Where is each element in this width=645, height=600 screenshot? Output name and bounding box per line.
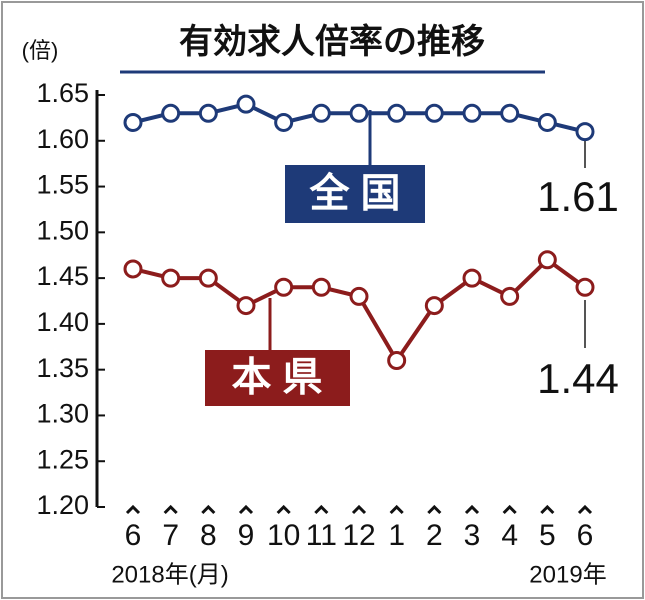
y-tick-label: 1.30 [36, 399, 89, 429]
legend-box [285, 165, 425, 223]
marker [575, 277, 595, 297]
marker [387, 103, 407, 123]
x-tick-label: 5 [539, 519, 556, 552]
legend-label: 全 国 [308, 171, 400, 216]
x-tick [351, 504, 367, 515]
x-tick-label: 4 [501, 519, 518, 552]
marker [311, 103, 331, 123]
chart-title: 有効求人倍率の推移 [179, 23, 485, 61]
marker [274, 112, 294, 132]
y-tick-label: 1.45 [36, 261, 89, 291]
marker [236, 296, 256, 316]
x-tick [276, 504, 291, 515]
x-tick-label: 6 [125, 519, 142, 552]
x-tick [238, 504, 254, 515]
y-tick-label: 1.35 [36, 353, 89, 383]
x-tick [540, 504, 555, 515]
x-tick [389, 504, 404, 515]
x-tick-label: 7 [162, 519, 179, 552]
x-tick [314, 504, 329, 515]
x-tick [125, 504, 141, 515]
marker [198, 268, 218, 288]
y-tick-label: 1.50 [36, 215, 89, 245]
x-tick [464, 504, 480, 515]
y-tick-label: 1.55 [36, 170, 89, 200]
x-year-label: 2019年 [529, 561, 606, 588]
x-tick-label: 1 [388, 519, 405, 552]
legend-label: 本 県 [231, 356, 322, 400]
x-year-label: 2018年(月) [111, 561, 228, 588]
marker [349, 103, 369, 123]
marker [387, 351, 407, 371]
marker [537, 112, 557, 132]
marker [236, 94, 256, 114]
marker [198, 103, 218, 123]
x-tick [427, 504, 442, 515]
marker [462, 268, 482, 288]
y-tick-label: 1.20 [36, 490, 89, 520]
x-tick-label: 12 [342, 519, 375, 552]
x-tick-label: 9 [238, 519, 255, 552]
x-tick [201, 504, 216, 515]
x-tick-label: 3 [464, 519, 481, 552]
marker [274, 277, 294, 297]
y-axis-label: (倍) [22, 38, 59, 63]
x-tick-label: 2 [426, 519, 443, 552]
x-tick-label: 6 [577, 519, 594, 552]
y-tick-label: 1.60 [36, 124, 89, 154]
x-tick-label: 11 [306, 519, 337, 552]
marker [349, 286, 369, 306]
marker [424, 103, 444, 123]
x-tick-label: 10 [267, 519, 300, 552]
marker [424, 296, 444, 316]
marker [161, 103, 181, 123]
legend-box [205, 350, 350, 406]
data-label: 1.61 [537, 173, 619, 220]
marker [123, 259, 143, 279]
x-tick [502, 504, 517, 515]
marker [537, 250, 557, 270]
marker [161, 268, 181, 288]
marker [500, 103, 520, 123]
marker [123, 112, 143, 132]
marker [575, 122, 595, 142]
marker [311, 277, 331, 297]
marker [500, 286, 520, 306]
marker [462, 103, 482, 123]
x-tick [577, 504, 593, 515]
y-tick-label: 1.65 [36, 78, 89, 108]
data-label: 1.44 [537, 355, 619, 402]
x-tick-label: 8 [200, 519, 217, 552]
y-tick-label: 1.25 [36, 444, 89, 474]
x-tick [163, 504, 178, 515]
y-tick-label: 1.40 [36, 307, 89, 337]
